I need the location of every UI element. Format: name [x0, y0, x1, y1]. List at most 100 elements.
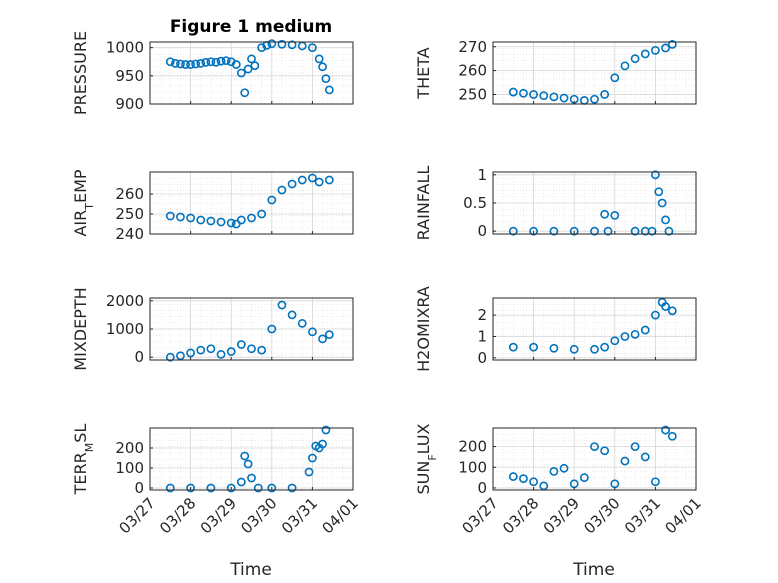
data-point	[196, 345, 206, 355]
data-point	[640, 325, 650, 335]
data-point	[221, 56, 231, 65]
data-point	[250, 61, 260, 71]
axes-box	[492, 171, 697, 235]
data-point	[186, 483, 195, 493]
data-point	[529, 226, 538, 236]
x-tick-label: 03/29	[540, 494, 583, 537]
data-point	[664, 226, 674, 236]
data-point	[206, 344, 216, 354]
y-tick-label: 270	[458, 38, 487, 56]
x-tick-label: 03/31	[278, 494, 321, 537]
data-point	[324, 175, 334, 185]
data-point	[196, 59, 206, 68]
data-point	[307, 327, 317, 337]
data-point	[226, 483, 236, 493]
data-point	[590, 442, 599, 451]
data-point	[529, 342, 538, 352]
data-point	[211, 57, 221, 67]
data-point	[519, 474, 528, 484]
data-point	[661, 215, 670, 225]
data-point	[216, 217, 226, 227]
data-point	[600, 209, 610, 219]
data-point	[640, 452, 650, 462]
data-point	[216, 56, 226, 66]
data-point	[236, 68, 246, 78]
y-tick-label: 950	[115, 67, 144, 85]
data-point	[257, 43, 267, 53]
data-point	[559, 463, 569, 473]
data-point	[549, 466, 559, 476]
data-point	[247, 213, 256, 223]
data-point	[297, 318, 307, 328]
y-tick-label: 240	[115, 225, 144, 243]
data-point	[539, 481, 549, 491]
data-point	[226, 347, 236, 356]
data-point	[579, 473, 589, 482]
data-point	[231, 60, 241, 69]
data-point	[247, 54, 256, 64]
x-tick-label: 03/27	[459, 494, 502, 537]
y-tick-label: 200	[115, 439, 144, 457]
x-tick-label: 03/29	[197, 494, 240, 537]
y-tick-label: 0	[477, 222, 487, 240]
y-axis-label: THETA	[414, 47, 433, 99]
axes-box	[149, 41, 354, 105]
data-point	[240, 451, 250, 461]
data-point	[196, 215, 206, 225]
data-point	[176, 351, 185, 361]
data-point	[170, 59, 180, 68]
data-point	[307, 453, 317, 463]
subplot-air-temp: 240 250 260 AIRTEMP	[71, 169, 354, 243]
data-point	[569, 226, 579, 236]
y-tick-label: 200	[458, 438, 487, 456]
axes-box	[149, 297, 354, 361]
data-point	[277, 185, 287, 195]
y-tick-label: 250	[115, 205, 144, 223]
y-axis-label: SUNFLUX	[414, 423, 439, 494]
data-point	[287, 310, 297, 320]
data-point	[640, 49, 650, 59]
data-point	[590, 344, 599, 354]
data-point	[549, 226, 559, 236]
data-point	[590, 94, 599, 104]
x-axis-label-right: Time	[572, 560, 615, 580]
data-point	[287, 40, 297, 50]
data-point	[667, 39, 677, 49]
data-point	[186, 60, 195, 69]
data-point	[206, 216, 216, 226]
data-point	[318, 334, 327, 344]
data-point	[236, 215, 246, 225]
data-point	[267, 324, 277, 334]
x-tick-label: 03/31	[621, 494, 664, 537]
data-point	[257, 209, 267, 219]
data-point	[186, 213, 195, 223]
data-point	[657, 198, 667, 208]
data-point	[165, 483, 175, 493]
data-point	[186, 348, 195, 358]
y-tick-label: 1	[477, 327, 487, 345]
data-point	[549, 92, 559, 102]
y-axis-label: TERRMSL	[71, 424, 96, 496]
data-point	[226, 218, 236, 228]
axes-box	[492, 297, 697, 361]
axes-box	[492, 427, 697, 491]
data-point	[630, 54, 640, 64]
axes-box	[492, 41, 697, 105]
y-axis-label: RAINFALL	[414, 166, 433, 241]
data-point	[549, 343, 559, 353]
y-axis-label: PRESSURE	[71, 31, 90, 115]
data-point	[610, 336, 620, 346]
data-point	[559, 93, 569, 103]
x-tick-label: 03/28	[499, 494, 542, 537]
data-point	[651, 310, 660, 320]
data-point	[176, 212, 185, 222]
data-point	[165, 211, 175, 221]
x-tick-label: 03/30	[580, 494, 623, 537]
data-point	[277, 300, 287, 310]
data-point	[667, 431, 677, 441]
y-tick-label: 100	[115, 459, 144, 477]
data-point	[318, 62, 327, 72]
data-point	[620, 61, 630, 71]
